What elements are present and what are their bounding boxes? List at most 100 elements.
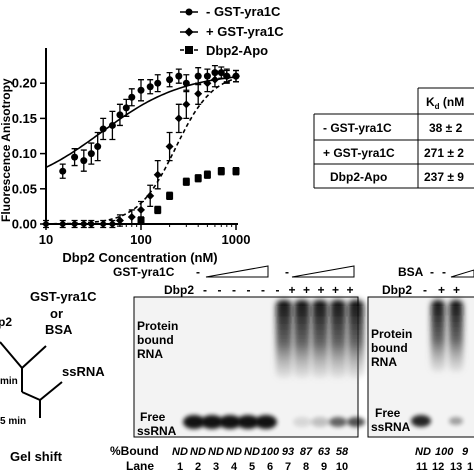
point-s1-p16 bbox=[182, 79, 190, 87]
gel1-free-band-lane-3 bbox=[219, 415, 241, 429]
gel2-dbp2-sign-2: + bbox=[438, 283, 445, 297]
anisotropy-chart: Fluorescence Anisotropy 10 100 1000 0.000.… bbox=[0, 48, 250, 265]
gel1-dbp2-sign-1: - bbox=[203, 283, 207, 297]
point-s2-p17 bbox=[203, 79, 212, 88]
point-s2-p19 bbox=[222, 72, 231, 81]
gel2-lane-14: 1 bbox=[467, 461, 473, 473]
point-s2-p12 bbox=[153, 170, 162, 179]
point-s1-p14 bbox=[166, 76, 174, 84]
gel2-bound-value-2: 100 bbox=[435, 446, 454, 458]
point-s1-p20 bbox=[217, 69, 225, 77]
gel2-bound-smear-lane-13 bbox=[449, 300, 463, 372]
gel2-free-band-lane-11 bbox=[411, 415, 431, 427]
gel1-free-line-2: ssRNA bbox=[137, 424, 177, 438]
gel1-dbp2-signs: - - - - - - + + + + + bbox=[203, 283, 354, 297]
point-s3-p3 bbox=[166, 192, 174, 200]
scheme-gel-shift: Gel shift bbox=[10, 449, 63, 464]
scheme-branch-lines bbox=[0, 341, 63, 418]
legend-label-dbp2-apo: Dbp2-Apo bbox=[206, 43, 268, 58]
kd-row-label-3: Dbp2-Apo bbox=[330, 170, 387, 184]
kd-row-value-3: 237 ± 9 bbox=[424, 170, 464, 184]
legend-square-marker bbox=[185, 46, 193, 54]
gel2-bands bbox=[411, 300, 463, 427]
gel1-lane-10: 10 bbox=[336, 461, 348, 473]
gel1-dbp2-sign-5: - bbox=[261, 283, 265, 297]
gel1-lane-1: 1 bbox=[177, 461, 183, 473]
gel1-bound-value-lane-10: 58 bbox=[336, 446, 349, 458]
legend-circle-marker bbox=[185, 8, 193, 16]
point-s2-p20 bbox=[232, 72, 240, 81]
legend-item-plus-yra1c: + GST-yra1C bbox=[180, 24, 284, 39]
kd-table: Kd (nM - GST-yra1C 38 ± 2 + GST-yra1C 27… bbox=[313, 87, 474, 189]
y-ticks: 0.00 0.05 0.10 0.15 0.20 bbox=[12, 76, 46, 232]
gel1-yra-gradient-wedge-1 bbox=[205, 265, 269, 278]
y-tick-label-0.15: 0.15 bbox=[12, 111, 37, 126]
gel1-dbp2-label: Dbp2 bbox=[164, 283, 194, 297]
scheme-time-1: min bbox=[0, 376, 18, 387]
x-tick-label-100: 100 bbox=[130, 232, 152, 247]
point-s2-p9 bbox=[127, 212, 136, 221]
point-s1-p3 bbox=[80, 157, 88, 165]
gel1-yra-gradient-wedge-2 bbox=[291, 265, 355, 278]
y-axis-label: Fluorescence Anisotropy bbox=[0, 78, 13, 222]
point-s1-p8 bbox=[116, 111, 124, 119]
gel2-lane-13: 13 bbox=[450, 461, 462, 473]
point-s1-p17 bbox=[194, 72, 202, 80]
gel2-bsa-gradient-wedge bbox=[450, 269, 474, 278]
gel1-dbp2-sign-7: + bbox=[288, 283, 295, 297]
gel1-bound-smear-lane-6 bbox=[276, 300, 292, 378]
gel1-free-line-1: Free bbox=[140, 410, 166, 424]
scheme-or: or bbox=[50, 306, 63, 321]
gel1-bound-values: ND ND ND ND ND 100 93 87 63 58 bbox=[172, 446, 349, 458]
gel1-dbp2-sign-9: + bbox=[317, 283, 324, 297]
legend-label-plus-yra1c: + GST-yra1C bbox=[206, 24, 284, 39]
kd-row-value-2: 271 ± 2 bbox=[424, 146, 464, 160]
y-tick-label-0.20: 0.20 bbox=[12, 76, 37, 91]
point-s1-p13 bbox=[154, 79, 162, 87]
point-s2-p14 bbox=[174, 114, 183, 123]
gel1-lane-3: 3 bbox=[213, 461, 219, 473]
gel2-bound-value-1: ND bbox=[415, 446, 431, 458]
gel1-dbp2-sign-6: - bbox=[276, 283, 280, 297]
point-s1-p11 bbox=[137, 86, 145, 94]
gel2-dbp2-label: Dbp2 bbox=[382, 283, 412, 297]
chart-legend: - GST-yra1C + GST-yra1C Dbp2-Apo bbox=[180, 4, 284, 58]
gel1-bound-value-lane-9: 63 bbox=[318, 446, 330, 458]
gel1-lane-9: 9 bbox=[321, 461, 327, 473]
gel1-bound-smear-lane-8 bbox=[312, 300, 328, 378]
point-s1-p10 bbox=[128, 93, 136, 101]
gel1-lane-7: 7 bbox=[285, 461, 291, 473]
gel1-bound-value-lane-5: ND bbox=[244, 446, 260, 458]
gel1-dbp2-sign-11: + bbox=[346, 283, 353, 297]
gel1-free-band-lane-2 bbox=[201, 415, 223, 429]
gel1-bands bbox=[183, 300, 365, 429]
point-s1-p5 bbox=[94, 143, 102, 151]
y-tick-label-0.10: 0.10 bbox=[12, 146, 37, 161]
gel2-bound-line-3: RNA bbox=[371, 355, 397, 369]
gel1-dbp2-sign-8: + bbox=[303, 283, 310, 297]
x-ticks: 10 100 1000 bbox=[39, 224, 250, 247]
gel2-bsa-sign-1: - bbox=[430, 265, 434, 279]
legend-label-minus-yra1c: - GST-yra1C bbox=[206, 4, 281, 19]
scheme-bsa: BSA bbox=[45, 322, 73, 337]
gel-2: BSA - - Dbp2 - + + Protein bound RNA Fre… bbox=[367, 265, 474, 473]
gel1-bound-value-lane-2: ND bbox=[190, 446, 206, 458]
gel1-bound-value-lane-3: ND bbox=[208, 446, 224, 458]
gel1-bound-label: %Bound bbox=[110, 444, 159, 458]
point-s1-p4 bbox=[87, 150, 95, 158]
gel1-free-band-lane-9 bbox=[329, 417, 347, 427]
point-s2-p15 bbox=[182, 100, 191, 109]
point-s1-p6 bbox=[99, 125, 107, 133]
gel1-minus-sign: - bbox=[285, 265, 289, 279]
point-s1-p12 bbox=[146, 83, 154, 91]
gel1-bound-value-lane-4: ND bbox=[226, 446, 242, 458]
gel1-dbp2-sign-10: + bbox=[332, 283, 339, 297]
gel2-lane-12: 12 bbox=[432, 461, 444, 473]
gel1-bound-value-lane-1: ND bbox=[172, 446, 188, 458]
point-s2-p8 bbox=[115, 216, 124, 225]
point-s3-p2 bbox=[154, 206, 162, 214]
gel1-bound-value-lane-6: 100 bbox=[261, 446, 280, 458]
point-s3-p5 bbox=[194, 174, 202, 182]
point-s2-p11 bbox=[146, 191, 155, 200]
